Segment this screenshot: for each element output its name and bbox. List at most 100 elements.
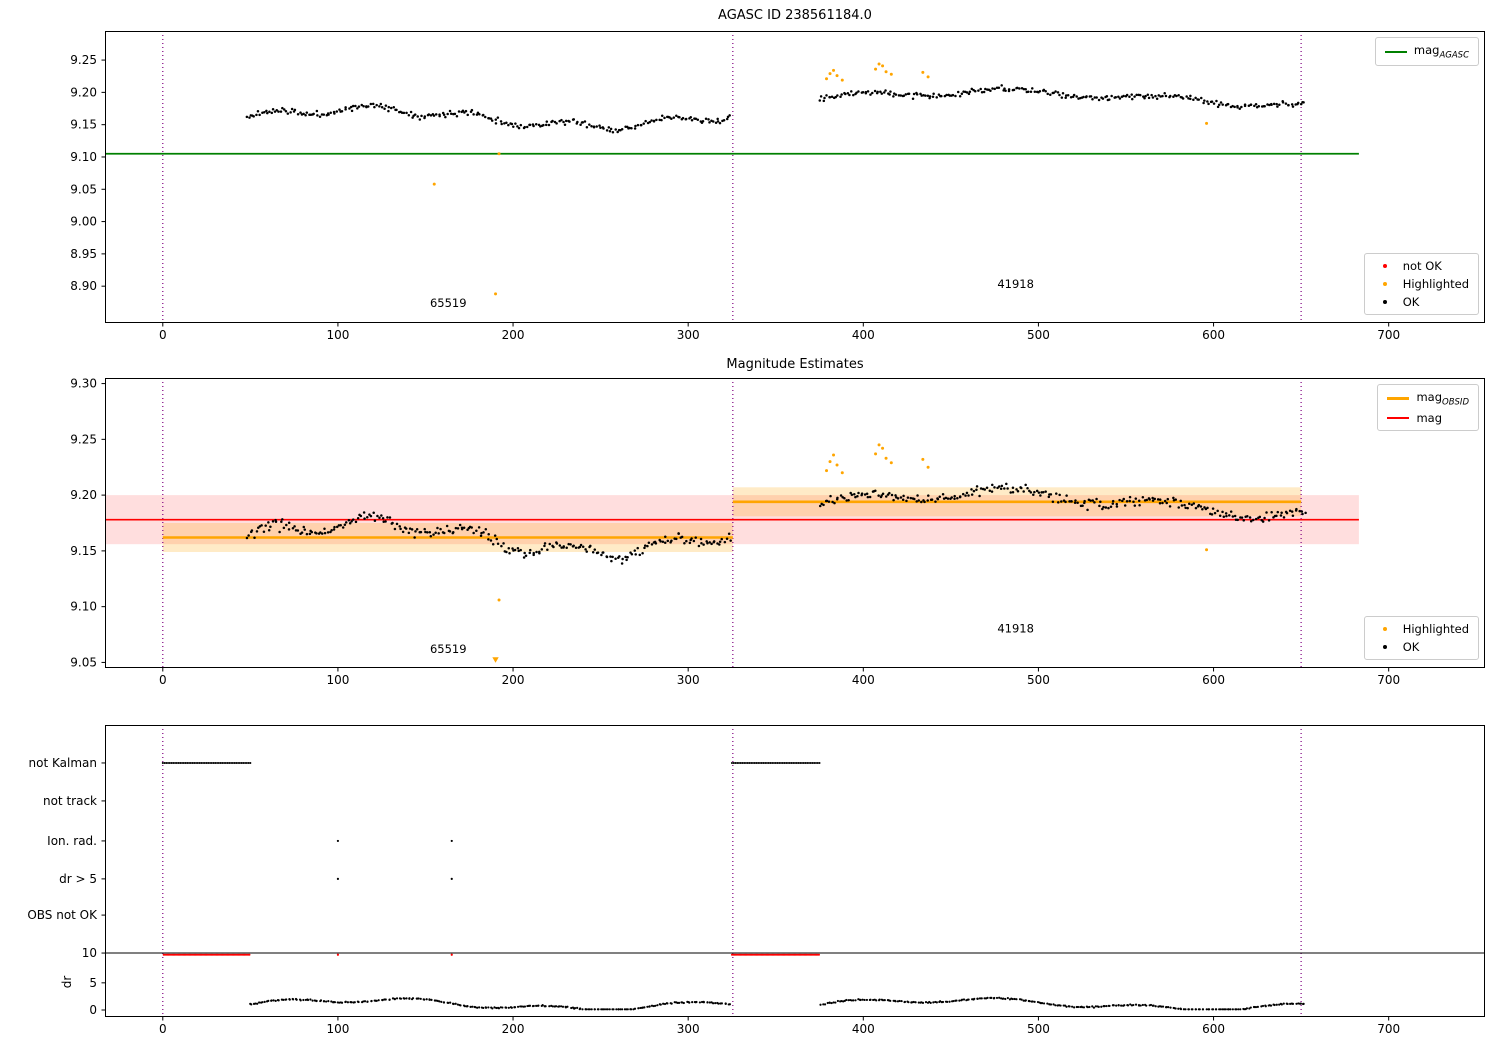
scatter-not-kalman-flags-obsid-41918 [730,761,821,764]
x-tick-label: 700 [1377,673,1400,687]
x-tick-label: 0 [159,328,167,342]
y-tick-label: 9.15 [70,118,97,132]
legend-label: not OK [1402,259,1442,273]
legend-label: magOBSID [1416,390,1469,408]
legend-entry: not OK [1374,259,1469,273]
obsid-divider-lines [162,31,1302,323]
x-tick-label: 400 [852,328,875,342]
scatter-ion-rad-flags [336,839,453,843]
x-tick-label: 400 [852,1022,875,1036]
scatter-ok-obsid-41918 [818,84,1305,110]
scatter-ok-obsid-41918 [818,482,1307,523]
legend-entry: Highlighted [1374,277,1469,291]
plot-title-agasc-id: AGASC ID 238561184.0 [718,8,872,23]
obsid-annotation: 41918 [997,621,1034,635]
y-tick-label: 5 [89,976,97,990]
x-tick-label: 600 [1202,1022,1225,1036]
scatter-dr-clipped-red-obsid-65519 [162,953,251,956]
obsid-divider-lines [162,725,1302,1017]
dr-axis-label: dr [60,975,74,989]
legend: not OK Highlighted OK [1363,253,1479,315]
legend-dot-swatch [1374,627,1396,631]
legend-label: magAGASC [1413,43,1469,61]
legend-line-swatch [1387,397,1410,401]
scatter-dr-clipped-red-obsid-41918 [730,953,820,956]
x-tick-label: 700 [1377,328,1400,342]
x-tick-label: 600 [1202,673,1225,687]
obsid-annotation: 65519 [430,642,467,656]
y-tick-label: 8.95 [70,247,97,261]
y-tick-label: 10 [82,946,97,960]
legend-entry: mag [1387,411,1469,425]
x-tick-label: 200 [502,1022,525,1036]
plot-title-magnitude-estimates: Magnitude Estimates [726,357,864,372]
x-tick-label: 100 [326,673,349,687]
x-tick-label: 100 [326,328,349,342]
plot-agasc-mag: AGASC ID 238561184.0 65519 41918 0 100 200 30… [70,8,1485,342]
x-tick-label: 600 [1202,328,1225,342]
y-axis: not Kalman not track Ion. rad. dr > 5 OBS no… [27,756,105,1017]
scatter-highlighted [497,443,1209,602]
plot-magnitude-estimates: Magnitude Estimates 65519 41918 0 100 200 300… [70,357,1485,687]
y-tick-label: 9.05 [70,182,97,196]
legend-line-swatch [1384,50,1407,53]
y-tick-label: 9.20 [70,85,97,99]
legend-entry: Highlighted [1374,622,1469,636]
y-tick-label: 9.15 [70,544,97,558]
legend-label: Highlighted [1402,277,1469,291]
x-tick-label: 500 [1027,673,1050,687]
x-tick-label: 200 [502,673,525,687]
legend-label: OK [1402,640,1420,654]
legend-label: OK [1402,295,1420,309]
y-tick-label: 9.25 [70,432,97,446]
y-tick-label: 9.00 [70,215,97,229]
scatter-dr-red-singles [336,953,453,956]
y-tick-label: 9.25 [70,53,97,67]
y-tick-label: Ion. rad. [47,834,97,848]
clipped-low-point-marker [492,657,499,663]
y-tick-label: not Kalman [29,756,97,770]
y-tick-label: not track [43,794,97,808]
legend-entry: OK [1374,295,1469,309]
legend-dot-swatch [1374,282,1396,286]
legend-dot-swatch [1374,264,1396,268]
scatter-dr-ok-obsid-41918 [819,996,1305,1011]
y-tick-label: dr > 5 [59,872,97,886]
plot-canvas-agasc: 65519 41918 0 100 200 300 400 500 600 700 8.90 8.95… [70,31,1485,342]
scatter-highlighted [432,62,1209,296]
y-tick-label: 9.10 [70,150,97,164]
x-tick-label: 400 [852,673,875,687]
legend-label: mag [1416,411,1443,426]
legend-entry: magOBSID [1387,390,1469,407]
axes-spine [105,725,1485,1017]
plot-canvas-magnitudes: 65519 41918 0 100 200 300 400 500 600 700 9.05 9.10… [70,377,1485,687]
legend-line-swatch [1387,417,1410,420]
y-tick-label: 9.30 [70,377,97,391]
y-tick-label: 9.05 [70,655,97,669]
x-tick-label: 300 [677,328,700,342]
legend-dot-swatch [1374,645,1396,649]
y-tick-label: 0 [89,1003,97,1017]
scatter-ok-obsid-65519 [245,102,731,134]
scatter-dr-ok-obsid-65519 [249,997,731,1011]
axes-spine [105,378,1485,668]
legend: magOBSID mag [1377,384,1479,432]
x-axis: 0 100 200 300 400 500 600 700 [159,323,1400,342]
y-axis: 9.05 9.10 9.15 9.20 9.25 9.30 [70,377,105,669]
x-tick-label: 200 [502,328,525,342]
y-tick-label: 9.20 [70,488,97,502]
scatter-not-kalman-flags-obsid-65519 [161,761,252,764]
y-tick-label: 8.90 [70,279,97,293]
scatter-ok-obsid-65519 [245,511,732,565]
y-tick-label: OBS not OK [27,908,98,922]
obsid-annotation: 41918 [997,277,1034,291]
annotations: 65519 41918 [430,277,1034,310]
legend-entry: magAGASC [1384,43,1469,61]
legend-label: Highlighted [1402,622,1469,636]
legend-entry: OK [1374,640,1469,654]
x-tick-label: 300 [677,673,700,687]
obsid-divider-lines [162,378,1302,668]
legend: magAGASC [1374,37,1479,67]
y-tick-label: 9.10 [70,600,97,614]
